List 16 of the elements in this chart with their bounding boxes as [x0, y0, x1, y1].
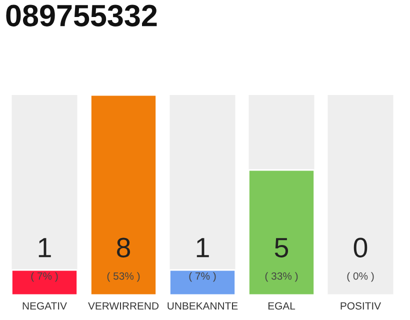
data-label: 1 — [196, 238, 209, 258]
x-tick-label: POSITIV — [340, 302, 382, 310]
x-tick-label: NEGATIV — [22, 302, 67, 310]
data-label: 1 — [38, 238, 51, 258]
data-label: 8 — [116, 238, 130, 258]
x-tick-label: EGAL — [268, 302, 296, 310]
annotation: ( 53% ) — [107, 272, 140, 282]
annotation: ( 33% ) — [265, 272, 298, 282]
data-label: 5 — [274, 238, 288, 258]
x-tick-label: UNBEKANNTE — [168, 302, 238, 310]
x-tick-label: VERWIRREND — [88, 302, 158, 310]
annotation: ( 7% ) — [189, 272, 216, 282]
annotation: ( 0% ) — [347, 272, 374, 282]
annotation: ( 7% ) — [31, 272, 58, 282]
data-label: 0 — [354, 238, 368, 258]
chart-title: 089755332 — [6, 4, 157, 26]
